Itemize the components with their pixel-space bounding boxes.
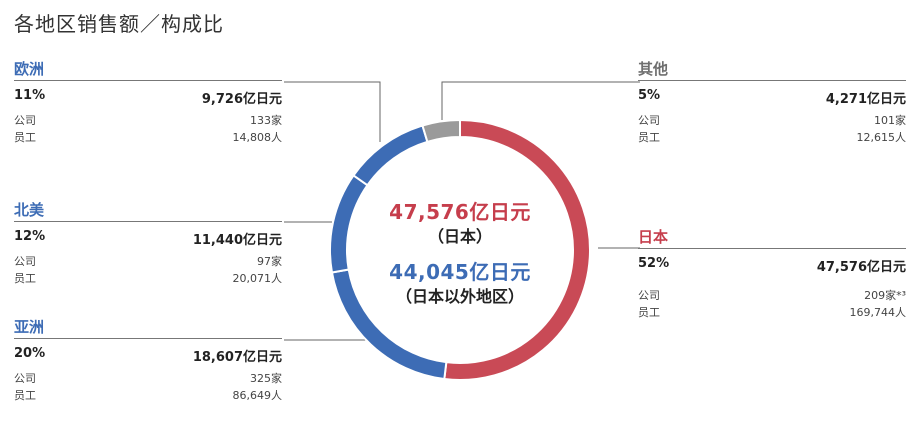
divider xyxy=(638,80,906,81)
leader-line-europe xyxy=(284,81,381,142)
sales-amount: 47,576亿日元 xyxy=(816,260,906,275)
staff-label: 员工 xyxy=(14,272,36,285)
company-label: 公司 xyxy=(638,114,660,127)
share-percent: 52% xyxy=(638,256,670,271)
company-count: 101家 xyxy=(874,114,906,127)
donut-slice-europe xyxy=(352,124,429,187)
staff-label: 员工 xyxy=(14,131,36,144)
region-name: 亚洲 xyxy=(14,318,45,336)
company-label: 公司 xyxy=(14,114,36,127)
sales-amount: 9,726亿日元 xyxy=(201,92,282,107)
region-name: 日本 xyxy=(638,228,669,246)
region-asia: 亚洲 20% 18,607亿日元 公司 325家 员工 86,649人 xyxy=(14,316,282,404)
staff-label: 员工 xyxy=(14,389,36,402)
region-name: 欧洲 xyxy=(14,60,45,78)
staff-count: 86,649人 xyxy=(232,389,283,402)
staff-label: 员工 xyxy=(638,131,660,144)
divider xyxy=(14,338,282,339)
staff-count: 169,744人 xyxy=(849,306,907,319)
share-percent: 20% xyxy=(14,346,46,361)
donut-slice-other xyxy=(421,118,461,144)
divider xyxy=(14,80,282,81)
center-japan-label: （日本） xyxy=(427,227,492,246)
center-overseas-label: （日本以外地区） xyxy=(395,287,524,306)
center-overseas-amount: 44,045亿日元 xyxy=(389,260,531,284)
divider xyxy=(14,221,282,222)
sales-amount: 4,271亿日元 xyxy=(825,92,906,107)
share-percent: 5% xyxy=(638,88,661,103)
region-japan: 日本 52% 47,576亿日元 公司 209家*³ 员工 169,744人 xyxy=(638,226,906,321)
region-north-america: 北美 12% 11,440亿日元 公司 97家 员工 20,071人 xyxy=(14,199,282,287)
company-count: 133家 xyxy=(250,114,282,127)
donut-slice-north-america xyxy=(329,174,369,274)
region-name: 北美 xyxy=(14,201,45,219)
staff-label: 员工 xyxy=(638,306,660,319)
page-title: 各地区销售额／构成比 xyxy=(14,12,224,36)
company-count: 209家*³ xyxy=(864,289,906,302)
staff-count: 14,808人 xyxy=(232,131,283,144)
leader-line-other xyxy=(441,81,640,120)
staff-count: 12,615人 xyxy=(856,131,907,144)
company-label: 公司 xyxy=(638,289,660,302)
company-count: 325家 xyxy=(250,372,282,385)
divider xyxy=(638,248,906,249)
company-count: 97家 xyxy=(257,255,282,268)
sales-amount: 18,607亿日元 xyxy=(192,350,282,365)
company-label: 公司 xyxy=(14,372,36,385)
region-other: 其他 5% 4,271亿日元 公司 101家 员工 12,615人 xyxy=(638,58,906,146)
share-percent: 12% xyxy=(14,229,46,244)
share-percent: 11% xyxy=(14,88,46,103)
company-label: 公司 xyxy=(14,255,36,268)
sales-amount: 11,440亿日元 xyxy=(192,233,282,248)
region-name: 其他 xyxy=(638,60,669,78)
staff-count: 20,071人 xyxy=(232,272,283,285)
donut-slice-japan xyxy=(443,118,591,381)
region-europe: 欧洲 11% 9,726亿日元 公司 133家 员工 14,808人 xyxy=(14,58,282,146)
center-japan-amount: 47,576亿日元 xyxy=(389,200,531,224)
